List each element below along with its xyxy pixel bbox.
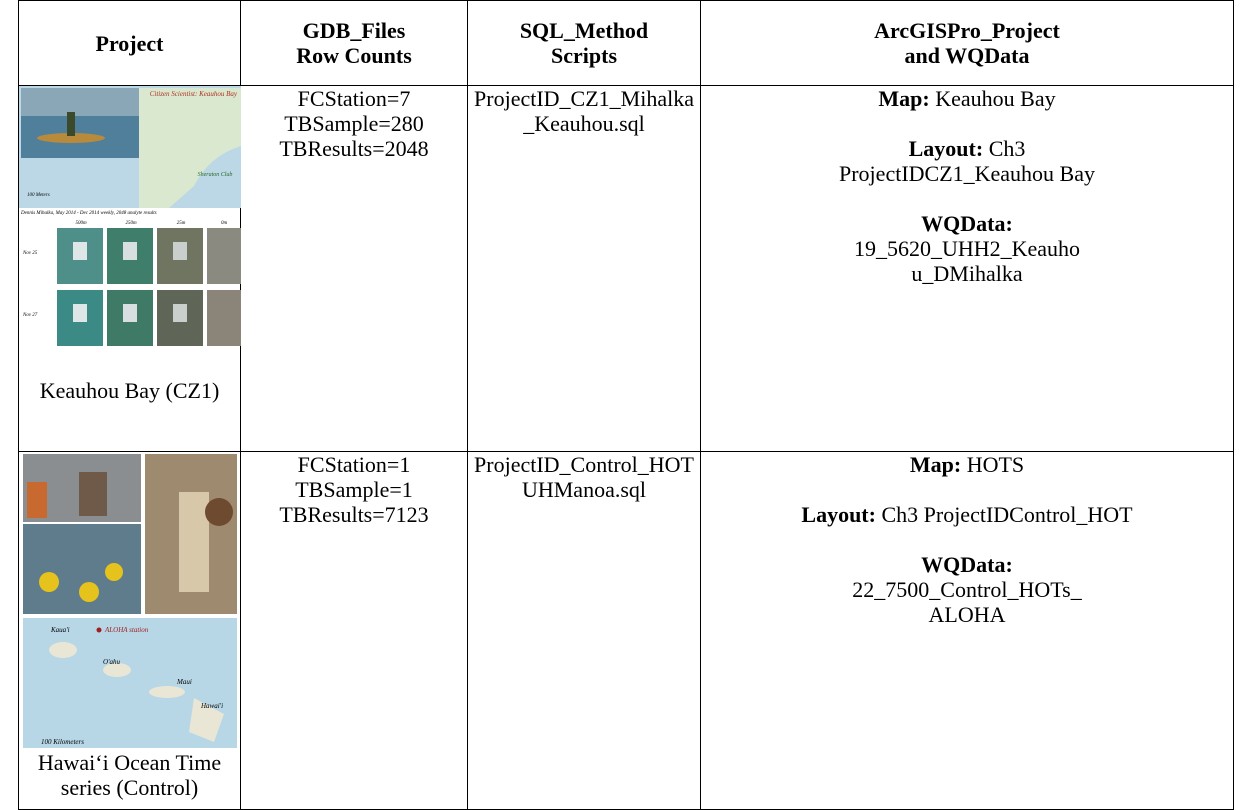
row-count: TBResults=7123 bbox=[279, 502, 429, 527]
row-count: TBSample=1 bbox=[295, 477, 413, 502]
image-text: Citizen Scientist: Keauhou Bay bbox=[150, 90, 238, 98]
table-row: Kaua'i ALOHA station O'ahu Maui Hawai'i … bbox=[18, 451, 1234, 810]
header-text: ArcGISPro_Project bbox=[874, 18, 1060, 43]
arcgis-cell: Map: Keauhou Bay Layout: Ch3 ProjectIDCZ… bbox=[700, 85, 1234, 452]
entry-text: Keauhou Bay bbox=[935, 86, 1056, 111]
image-text: 25m bbox=[177, 221, 186, 226]
map-entry: Map: Keauhou Bay bbox=[705, 86, 1229, 111]
header-text: SQL_Method bbox=[519, 18, 649, 43]
arcgis-cell: Map: HOTS Layout: Ch3 ProjectIDControl_H… bbox=[700, 451, 1234, 810]
image-text: Nov 27 bbox=[22, 313, 38, 318]
layout-entry: Layout: Ch3 ProjectIDControl_HOT bbox=[705, 502, 1229, 527]
header-row: Project GDB_Files Row Counts SQL_Method Sc… bbox=[18, 0, 1234, 86]
entry-text: HOTS bbox=[966, 452, 1025, 477]
header-text: Row Counts bbox=[296, 43, 412, 68]
entry-label: Layout: bbox=[908, 136, 984, 161]
image-text: Dennis Mihalka, May 2014 - Dec 2014 week… bbox=[20, 211, 157, 216]
wqdata-entry: WQData: 19_5620_UHH2_Keauhou_DMihalka bbox=[705, 211, 1229, 286]
map-entry: Map: HOTS bbox=[705, 452, 1229, 477]
header-text: Project bbox=[95, 30, 164, 56]
image-text: Nov 25 bbox=[22, 251, 38, 256]
project-name: Keauhou Bay (CZ1) bbox=[39, 378, 220, 403]
project-table: Project GDB_Files Row Counts SQL_Method Sc… bbox=[18, 0, 1234, 810]
row-count: FCStation=1 bbox=[297, 452, 411, 477]
image-text: 100 Meters bbox=[27, 193, 50, 198]
row-count: TBResults=2048 bbox=[279, 136, 429, 161]
entry-text: 19_5620_UHH2_Keauhou_DMihalka bbox=[853, 236, 1081, 286]
project-cell: Citizen Scientist: Keauhou Bay Sheraton … bbox=[18, 85, 241, 452]
image-text: Sheraton Club bbox=[198, 172, 233, 178]
image-text: 500m bbox=[75, 221, 87, 226]
header-cell: ArcGISPro_Project and WQData bbox=[700, 0, 1234, 86]
image-text: O'ahu bbox=[103, 658, 121, 666]
image-text: Maui bbox=[176, 678, 192, 686]
image-text: 100 Kilometers bbox=[41, 738, 84, 746]
project-cell: Kaua'i ALOHA station O'ahu Maui Hawai'i … bbox=[18, 451, 241, 810]
entry-label: WQData: bbox=[921, 211, 1013, 236]
image-text: Kaua'i bbox=[50, 626, 70, 634]
table-row: Citizen Scientist: Keauhou Bay Sheraton … bbox=[18, 85, 1234, 452]
sql-script: ProjectID_CZ1_Mihalka_Keauhou.sql bbox=[474, 86, 694, 136]
project-name: Hawai‘i Ocean Time series (Control) bbox=[37, 750, 222, 800]
entry-label: WQData: bbox=[921, 552, 1013, 577]
row-count: TBSample=280 bbox=[284, 111, 424, 136]
header-text: Scripts bbox=[551, 43, 617, 68]
gdb-cell: FCStation=1 TBSample=1 TBResults=7123 bbox=[240, 451, 468, 810]
header-cell: SQL_Method Scripts bbox=[467, 0, 701, 86]
image-text: Hawai'i bbox=[200, 702, 223, 710]
image-text: 0m bbox=[221, 221, 228, 226]
header-cell: Project bbox=[18, 0, 241, 86]
entry-text: Ch3 ProjectIDCZ1_Keauhou Bay bbox=[839, 136, 1095, 186]
image-text: 250m bbox=[125, 221, 137, 226]
entry-text: 22_7500_Control_HOTs_ALOHA bbox=[852, 577, 1082, 627]
image-text: ALOHA station bbox=[104, 626, 149, 634]
project-image: Kaua'i ALOHA station O'ahu Maui Hawai'i … bbox=[23, 454, 237, 748]
header-text: GDB_Files bbox=[302, 18, 406, 43]
row-count: FCStation=7 bbox=[297, 86, 411, 111]
sql-script: ProjectID_Control_HOTUHManoa.sql bbox=[474, 452, 694, 502]
header-text: and WQData bbox=[904, 43, 1030, 68]
wqdata-entry: WQData: 22_7500_Control_HOTs_ALOHA bbox=[705, 552, 1229, 627]
header-cell: GDB_Files Row Counts bbox=[240, 0, 468, 86]
project-image: Citizen Scientist: Keauhou Bay Sheraton … bbox=[19, 86, 241, 346]
gdb-cell: FCStation=7 TBSample=280 TBResults=2048 bbox=[240, 85, 468, 452]
entry-text: Ch3 ProjectIDControl_HOT bbox=[881, 502, 1133, 527]
entry-label: Layout: bbox=[801, 502, 876, 527]
sql-cell: ProjectID_CZ1_Mihalka_Keauhou.sql bbox=[467, 85, 701, 452]
entry-label: Map: bbox=[878, 86, 930, 111]
sql-cell: ProjectID_Control_HOTUHManoa.sql bbox=[467, 451, 701, 810]
entry-label: Map: bbox=[909, 452, 962, 477]
layout-entry: Layout: Ch3 ProjectIDCZ1_Keauhou Bay bbox=[705, 136, 1229, 186]
